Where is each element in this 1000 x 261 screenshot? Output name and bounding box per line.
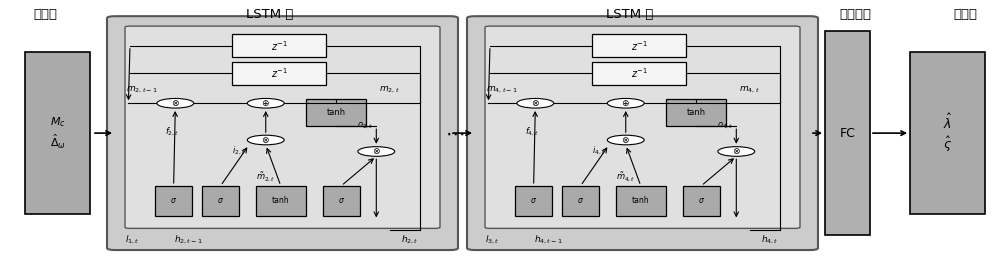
Text: $\sigma$: $\sigma$ [217,196,224,205]
Text: $\otimes$: $\otimes$ [171,98,180,108]
Bar [232,34,326,57]
Text: $\oplus$: $\oplus$ [621,98,630,108]
Circle shape [247,135,284,145]
Text: $i_{2,t}$: $i_{2,t}$ [232,145,246,157]
Text: $\sigma$: $\sigma$ [170,196,177,205]
Text: $\sigma$: $\sigma$ [698,196,705,205]
FancyBboxPatch shape [107,16,458,250]
Bar [683,186,720,216]
Bar [515,186,552,216]
Text: FC: FC [840,127,855,140]
Text: $M_c$
$\hat{\Delta}_{\omega}$: $M_c$ $\hat{\Delta}_{\omega}$ [50,116,65,151]
Circle shape [718,147,755,156]
Text: $\sigma$: $\sigma$ [577,196,584,205]
Text: $o_{4,t}$: $o_{4,t}$ [717,121,733,131]
Bar [562,186,599,216]
Text: $h_{2,t-1}$: $h_{2,t-1}$ [174,233,203,246]
Text: $\sigma$: $\sigma$ [530,196,537,205]
Text: $l_{1,t}$: $l_{1,t}$ [125,233,139,246]
Bar [592,62,686,85]
Text: $f_{4,t}$: $f_{4,t}$ [525,126,539,139]
Circle shape [358,147,395,156]
Text: $\otimes$: $\otimes$ [732,146,741,157]
Text: $\otimes$: $\otimes$ [261,135,270,145]
Circle shape [607,98,644,108]
FancyBboxPatch shape [467,16,818,250]
Text: 输入层: 输入层 [33,8,57,21]
Bar [306,99,366,126]
Text: $f_{2,t}$: $f_{2,t}$ [165,126,179,139]
Bar [256,186,306,216]
Circle shape [247,98,284,108]
Text: $\otimes$: $\otimes$ [372,146,381,157]
Bar [25,52,90,214]
Text: $h_{4,t}$: $h_{4,t}$ [761,233,779,246]
Bar [910,52,985,214]
Text: $\cdots$: $\cdots$ [445,124,465,143]
Text: LSTM 层: LSTM 层 [246,8,294,21]
Text: tanh: tanh [327,108,346,117]
Text: tanh: tanh [632,196,650,205]
Text: $z^{-1}$: $z^{-1}$ [271,39,288,53]
Text: tanh: tanh [272,196,290,205]
Bar [666,99,726,126]
Bar [155,186,192,216]
Text: 全连接层: 全连接层 [839,8,871,21]
Text: $i_{4,t}$: $i_{4,t}$ [592,145,606,157]
Text: LSTM 层: LSTM 层 [606,8,654,21]
Circle shape [157,98,194,108]
Text: 输出层: 输出层 [953,8,977,21]
FancyBboxPatch shape [125,26,440,228]
Text: $z^{-1}$: $z^{-1}$ [631,67,648,80]
Circle shape [517,98,554,108]
Text: $m_{4,t}$: $m_{4,t}$ [739,85,760,95]
Text: $\sigma$: $\sigma$ [338,196,345,205]
Text: $\otimes$: $\otimes$ [621,135,630,145]
Text: $m_{2,t}$: $m_{2,t}$ [379,85,400,95]
Bar [232,62,326,85]
Bar [592,34,686,57]
Bar [825,31,870,235]
Text: $\otimes$: $\otimes$ [531,98,540,108]
Text: $m_{4,t-1}$: $m_{4,t-1}$ [486,85,518,95]
Text: $\hat{\lambda}$
$\hat{\varsigma}$: $\hat{\lambda}$ $\hat{\varsigma}$ [943,113,952,153]
Text: $m_{2,t-1}$: $m_{2,t-1}$ [126,85,158,95]
FancyBboxPatch shape [485,26,800,228]
Text: $h_{2,t}$: $h_{2,t}$ [401,233,419,246]
Text: $\tilde{m}_{4,t}$: $\tilde{m}_{4,t}$ [616,170,635,183]
Text: $h_{4,t-1}$: $h_{4,t-1}$ [534,233,563,246]
Text: $z^{-1}$: $z^{-1}$ [271,67,288,80]
Text: tanh: tanh [687,108,706,117]
Bar [202,186,239,216]
Text: $z^{-1}$: $z^{-1}$ [631,39,648,53]
Text: $\oplus$: $\oplus$ [261,98,270,108]
Bar [616,186,666,216]
Bar [323,186,360,216]
Text: $l_{3,t}$: $l_{3,t}$ [485,233,499,246]
Circle shape [607,135,644,145]
Text: $o_{2,t}$: $o_{2,t}$ [357,121,373,131]
Text: $\tilde{m}_{2,t}$: $\tilde{m}_{2,t}$ [256,170,275,183]
